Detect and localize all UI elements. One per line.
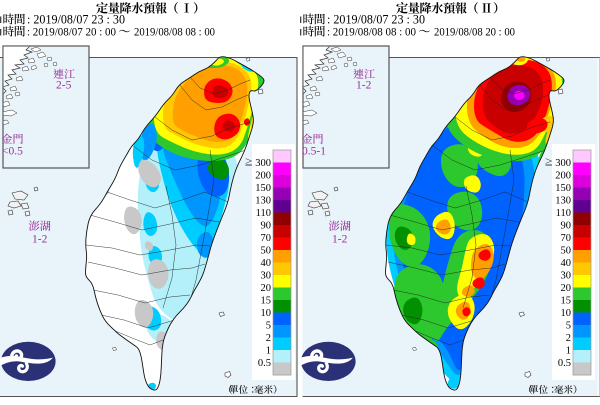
svg-text:200: 200 [555, 170, 571, 181]
svg-text:20: 20 [261, 283, 272, 294]
svg-text:15: 15 [561, 295, 572, 306]
svg-text:0.5: 0.5 [258, 358, 271, 369]
svg-text:10: 10 [261, 308, 272, 319]
svg-text:150: 150 [555, 183, 571, 194]
svg-text:110: 110 [556, 208, 571, 219]
svg-text:15: 15 [261, 295, 272, 306]
svg-text:50: 50 [561, 245, 572, 256]
svg-text:1: 1 [566, 345, 571, 356]
svg-text:5: 5 [266, 320, 271, 331]
svg-text:<0.5: <0.5 [2, 146, 23, 158]
svg-text:300: 300 [255, 158, 271, 169]
svg-text:30: 30 [561, 270, 572, 281]
svg-text:0.5-1: 0.5-1 [302, 146, 326, 158]
svg-text:200: 200 [255, 170, 271, 181]
svg-text:70: 70 [561, 233, 572, 244]
svg-text:50: 50 [261, 245, 272, 256]
svg-text:40: 40 [261, 258, 272, 269]
svg-text:70: 70 [261, 233, 272, 244]
svg-text:: 2019/08/07 23 : 30: : 2019/08/07 23 : 30 [327, 12, 425, 26]
svg-text:130: 130 [555, 195, 571, 206]
svg-text:300: 300 [555, 158, 571, 169]
svg-text:5: 5 [566, 320, 571, 331]
svg-text:2: 2 [266, 333, 271, 344]
svg-text:20: 20 [561, 283, 572, 294]
svg-text:1-2: 1-2 [356, 80, 372, 92]
svg-text:30: 30 [261, 270, 272, 281]
svg-text:2019/08/08 20 : 00: 2019/08/08 20 : 00 [434, 26, 515, 39]
svg-text:40: 40 [561, 258, 572, 269]
svg-text:2-5: 2-5 [56, 80, 72, 92]
svg-text:130: 130 [255, 195, 271, 206]
svg-text:90: 90 [261, 220, 272, 231]
svg-text:90: 90 [561, 220, 572, 231]
svg-text:: 2019/08/07 20 : 00: : 2019/08/07 20 : 00 [27, 26, 116, 39]
svg-text:1-2: 1-2 [32, 234, 48, 246]
svg-text:2: 2 [566, 333, 571, 344]
svg-text:0.5: 0.5 [558, 358, 571, 369]
svg-text:10: 10 [561, 308, 572, 319]
svg-text:1: 1 [266, 345, 271, 356]
svg-text:110: 110 [256, 208, 271, 219]
svg-text:2019/08/08 08 : 00: 2019/08/08 08 : 00 [134, 26, 215, 39]
svg-text:: 2019/08/07 23 : 30: : 2019/08/07 23 : 30 [27, 12, 125, 26]
svg-text:: 2019/08/08 08 : 00: : 2019/08/08 08 : 00 [327, 26, 416, 39]
svg-text:150: 150 [255, 183, 271, 194]
svg-text:1-2: 1-2 [332, 234, 348, 246]
